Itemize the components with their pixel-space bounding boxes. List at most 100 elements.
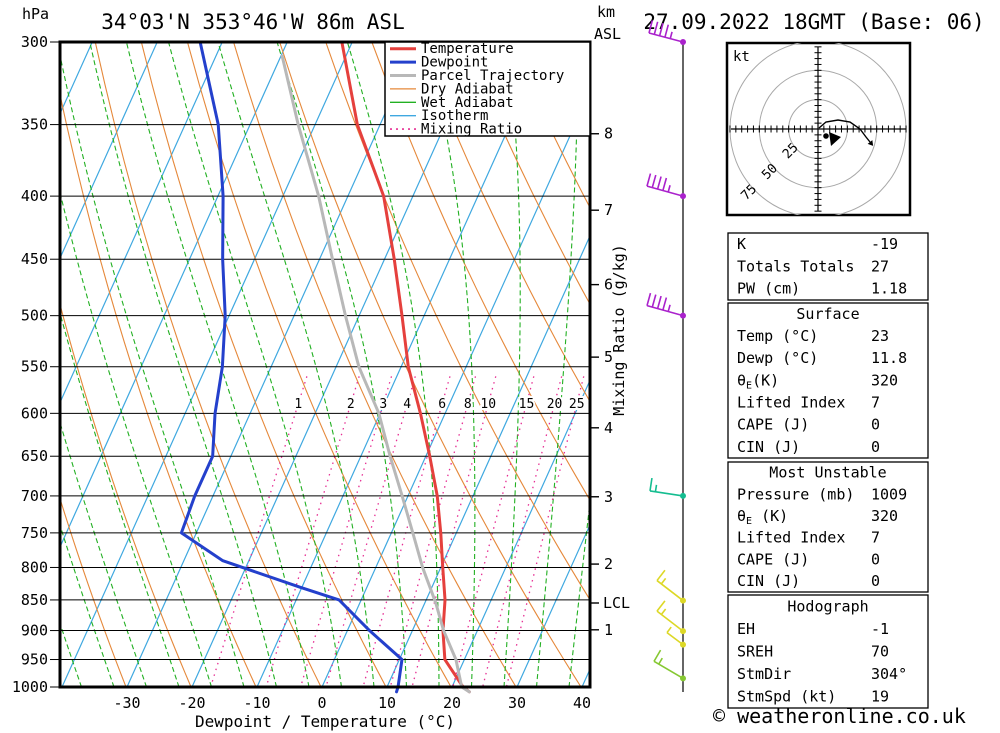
mixing-ratio-label: 20 (547, 397, 563, 412)
stats-row-value: -1 (871, 620, 889, 638)
wind-barb-feather (656, 295, 662, 309)
wind-barb-feather (656, 600, 666, 612)
wind-barb-half-feather (669, 31, 673, 39)
stats-row-label: CAPE (J) (737, 550, 809, 568)
stats-row-label: Pressure (mb) (737, 485, 854, 503)
hodograph-unit-label: kt (733, 49, 750, 65)
stats-row-value: 0 (871, 416, 880, 434)
pressure-tick-label: 400 (21, 187, 48, 205)
sounding-profiles (179, 42, 471, 694)
isotherm-line (60, 42, 158, 260)
wind-barb (646, 173, 686, 200)
wind-barb-staff (656, 610, 684, 632)
mixing-ratio-label: 25 (569, 397, 585, 412)
stats-row-value: 7 (871, 529, 880, 547)
isotherm-line (60, 42, 288, 549)
wet-adiabat-line (60, 52, 245, 687)
mixing-ratio-labels: 1 2 3 4 6 8 10 15 20 25 (292, 395, 586, 414)
stats-row-label: K (737, 235, 746, 253)
dry-adiabat-line (417, 42, 590, 403)
wet-adiabat-lines (0, 42, 590, 687)
mixing-ratio-label: 15 (519, 397, 535, 412)
stats-box-header: Surface (796, 305, 859, 323)
pressure-tick-label: 650 (21, 447, 48, 465)
hodograph-trace (818, 119, 871, 143)
wet-adiabat-line (217, 42, 375, 687)
wind-barb-feather (664, 24, 670, 38)
stats-box: K -19 Totals Totals 27 PW (cm) 1.18 (727, 232, 929, 301)
pressure-tick-label: 700 (21, 487, 48, 505)
pressure-tick-label: 750 (21, 524, 48, 542)
pressure-tick-label: 450 (21, 250, 48, 268)
km-tick-label: 1 (604, 621, 613, 639)
stats-box-frame (727, 461, 929, 593)
wind-barb-half-feather (667, 185, 671, 193)
mixing-ratio-line (300, 376, 393, 687)
stats-tables: K -19 Totals Totals 27 PW (cm) 1.18 Surface Tem… (727, 232, 929, 709)
mixing-ratio-label: 3 (379, 397, 387, 412)
stats-row-value: 1.18 (871, 280, 907, 298)
stats-row-value: 0 (871, 438, 880, 456)
wind-barb-half-feather (654, 484, 658, 492)
stats-row-value: 27 (871, 257, 889, 275)
stats-row-value: 23 (871, 327, 889, 345)
mixing-ratio-label: 6 (438, 397, 446, 412)
pressure-unit-label: hPa (22, 5, 49, 23)
stats-row-value: 304° (871, 665, 907, 683)
wind-barb-feather (658, 23, 664, 37)
wet-adiabat-line (89, 42, 278, 687)
stats-row-label: EH (737, 620, 755, 638)
isotherm-line (256, 42, 548, 687)
stats-row-label: Temp (°C) (737, 327, 818, 345)
temp-tick-label: 0 (317, 694, 326, 712)
stats-row-label: Dewp (°C) (737, 349, 818, 367)
stats-row-label: StmSpd (kt) (737, 688, 836, 706)
stats-box: Hodograph EH -1 SREH 70 StmDir 304° StmSpd (kt)… (727, 594, 929, 709)
mixing-ratio-label: 10 (480, 397, 496, 412)
stats-row-label: Totals Totals (737, 257, 854, 275)
hodograph-storm-dot (823, 133, 829, 139)
pressure-tick-label: 350 (21, 116, 48, 134)
wind-barb-staff (656, 579, 684, 602)
wind-barb (653, 649, 686, 682)
legend-label: Parcel Trajectory (421, 68, 564, 84)
stats-row-value: 1009 (871, 485, 907, 503)
mixing-ratio-line (210, 376, 308, 687)
stats-row-label: CIN (J) (737, 572, 800, 590)
legend-box (384, 41, 591, 137)
legend-label: Dewpoint (421, 55, 488, 71)
stats-row-value: 7 (871, 394, 880, 412)
wet-adiabat-line (346, 42, 440, 687)
km-axis-ticks: 1 2 3 4 5 6 7 8 (590, 125, 613, 639)
km-axis-label: km (597, 3, 615, 21)
stats-row-label: CAPE (J) (737, 416, 809, 434)
wind-barb-staff (653, 660, 684, 680)
km-tick-label: 8 (604, 125, 613, 143)
wind-barb-staff (649, 490, 684, 497)
isotherm-line (516, 523, 590, 687)
temp-tick-label: 30 (508, 694, 526, 712)
wind-barb-feather (646, 292, 652, 306)
wet-adiabat-line (0, 42, 17, 687)
mixing-ratio-label: 2 (347, 397, 355, 412)
wind-barb (649, 477, 686, 499)
stats-row-label: θE(K) (737, 371, 779, 391)
stats-box-header: Hodograph (787, 597, 868, 615)
pressure-tick-label: 1000 (12, 678, 48, 696)
wet-adiabat-line (276, 42, 408, 687)
mixing-ratio-line (325, 376, 416, 687)
pressure-axis-labels: 300 350 400 450 500 550 600 650 700 750 800 850 900 9… (12, 33, 59, 696)
temp-tick-label: -10 (243, 694, 270, 712)
wind-barb-staff (646, 185, 684, 197)
stats-box: Most Unstable Pressure (mb) 1009 θE (K) 320 L… (727, 461, 929, 593)
wind-barb-feather (653, 649, 662, 662)
profile-parcel (280, 54, 471, 694)
stats-row-label: θE (K) (737, 507, 788, 527)
wind-barb-feather (656, 569, 666, 582)
isotherm-line (451, 378, 590, 687)
temp-tick-label: 10 (378, 694, 396, 712)
page-title: 34°03'N 353°46'W 86m ASL (101, 10, 404, 34)
